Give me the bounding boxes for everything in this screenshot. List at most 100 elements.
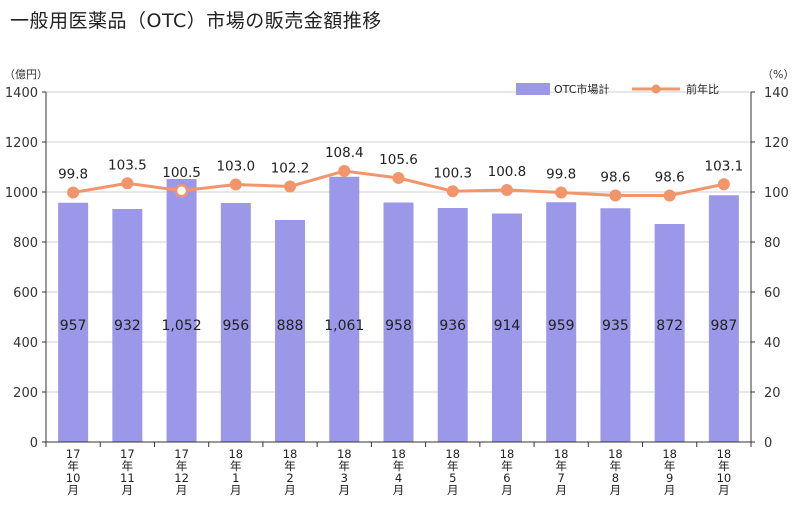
left-tick-label: 600	[13, 286, 38, 301]
bar	[112, 209, 143, 442]
yoy-data-label: 103.1	[705, 158, 744, 174]
x-tick-label: 2	[286, 471, 293, 485]
x-tick-label: 8	[612, 471, 619, 485]
yoy-point	[284, 180, 297, 193]
x-tick-label: 月	[230, 483, 242, 497]
bar-data-label: 1,061	[324, 318, 364, 334]
right-tick-label: 80	[764, 236, 781, 251]
x-tick-label: 月	[610, 483, 622, 497]
legend-bar-swatch	[516, 83, 550, 95]
left-tick-label: 1000	[5, 186, 38, 201]
yoy-point	[555, 186, 568, 199]
yoy-point	[609, 189, 622, 202]
bar	[220, 203, 251, 442]
bar-data-label: 1,052	[162, 318, 202, 334]
x-tick-label: 年	[555, 459, 567, 473]
x-tick-label: 年	[284, 459, 296, 473]
x-tick-label: 月	[122, 483, 134, 497]
line-series: 99.8 103.5 100.5 103.0 102.2 108.4 105.6 100.3 1…	[58, 145, 744, 202]
left-tick-label: 400	[13, 336, 38, 351]
right-tick-label: 120	[764, 136, 789, 151]
bar	[546, 202, 577, 442]
yoy-point	[446, 185, 459, 198]
bar	[437, 208, 468, 442]
bar	[708, 195, 739, 442]
right-tick-label: 40	[764, 336, 781, 351]
x-tick-label: 18	[717, 447, 732, 461]
x-tick-label: 17	[120, 447, 135, 461]
x-tick-label: 年	[339, 459, 351, 473]
yoy-data-label: 98.6	[600, 170, 630, 186]
x-tick-label: 10	[66, 471, 81, 485]
bar-data-label: 956	[222, 318, 249, 334]
yoy-data-label: 98.6	[655, 170, 685, 186]
x-tick-label: 月	[555, 483, 567, 497]
bar-data-label: 932	[114, 318, 141, 334]
yoy-point	[392, 172, 405, 184]
yoy-data-label: 99.8	[546, 167, 576, 183]
x-tick-label: 年	[501, 459, 513, 473]
left-axis-unit: （億円）	[4, 68, 48, 81]
x-tick-label: 月	[176, 483, 188, 497]
yoy-data-label: 102.2	[271, 161, 310, 177]
x-tick-label: 月	[67, 483, 79, 497]
x-tick-label: 9	[666, 471, 673, 485]
x-tick-label: 18	[445, 447, 460, 461]
yoy-point	[121, 177, 134, 190]
right-tick-label: 20	[764, 386, 781, 401]
x-tick-label: 月	[393, 483, 405, 497]
right-tick-label: 0	[764, 436, 772, 451]
x-tick-label: 月	[501, 483, 513, 497]
x-tick-label: 月	[664, 483, 676, 497]
x-tick-label: 18	[554, 447, 569, 461]
bar-data-label: 957	[60, 318, 87, 334]
legend-bar-label: OTC市場計	[554, 82, 609, 96]
x-tick-label: 6	[503, 471, 510, 485]
bar	[383, 202, 414, 442]
x-tick-label: 年	[610, 459, 622, 473]
legend: OTC市場計 前年比	[516, 82, 719, 96]
x-tick-label: 年	[176, 459, 188, 473]
x-tick-label: 年	[122, 459, 134, 473]
x-tick-label: 1	[232, 471, 239, 485]
left-tick-label: 0	[30, 436, 38, 451]
bar-data-label: 888	[277, 318, 304, 334]
bar-data-label: 935	[602, 318, 629, 334]
x-tick-label: 月	[447, 483, 459, 497]
left-tick-label: 200	[13, 386, 38, 401]
right-tick-label: 140	[764, 86, 789, 101]
bar-data-label: 872	[656, 318, 683, 334]
x-tick-label: 4	[395, 471, 402, 485]
yoy-point	[663, 189, 676, 202]
x-tick-label: 18	[228, 447, 243, 461]
bar-data-label: 987	[711, 318, 738, 334]
bar-data-label: 914	[494, 318, 521, 334]
x-tick-label: 5	[449, 471, 456, 485]
yoy-data-label: 105.6	[379, 152, 418, 168]
x-tick-label: 18	[337, 447, 352, 461]
bar	[491, 213, 522, 442]
x-tick-label: 18	[283, 447, 298, 461]
x-tick-label: 18	[608, 447, 623, 461]
legend-line-marker	[651, 84, 661, 94]
yoy-point	[338, 165, 351, 177]
yoy-data-label: 100.3	[433, 165, 472, 181]
x-tick-label: 18	[662, 447, 677, 461]
right-tick-label: 60	[764, 286, 781, 301]
yoy-data-label: 99.8	[58, 167, 88, 183]
x-tick-label: 10	[717, 471, 732, 485]
bar	[654, 224, 685, 442]
yoy-point	[67, 186, 80, 199]
x-tick-label: 17	[174, 447, 189, 461]
x-tick-label: 年	[447, 459, 459, 473]
yoy-point	[229, 178, 242, 191]
x-tick-label: 12	[174, 471, 189, 485]
yoy-data-label: 100.5	[162, 165, 201, 181]
axes: 0 200 400 600 800 1000 1200 1400 0 20 40 60 80 100 120…	[4, 68, 794, 497]
x-tick-label: 7	[558, 471, 565, 485]
left-tick-label: 800	[13, 236, 38, 251]
x-tick-label: 年	[67, 459, 79, 473]
chart-title: 一般用医薬品（OTC）市場の販売金額推移	[10, 10, 382, 32]
bar	[166, 179, 197, 442]
